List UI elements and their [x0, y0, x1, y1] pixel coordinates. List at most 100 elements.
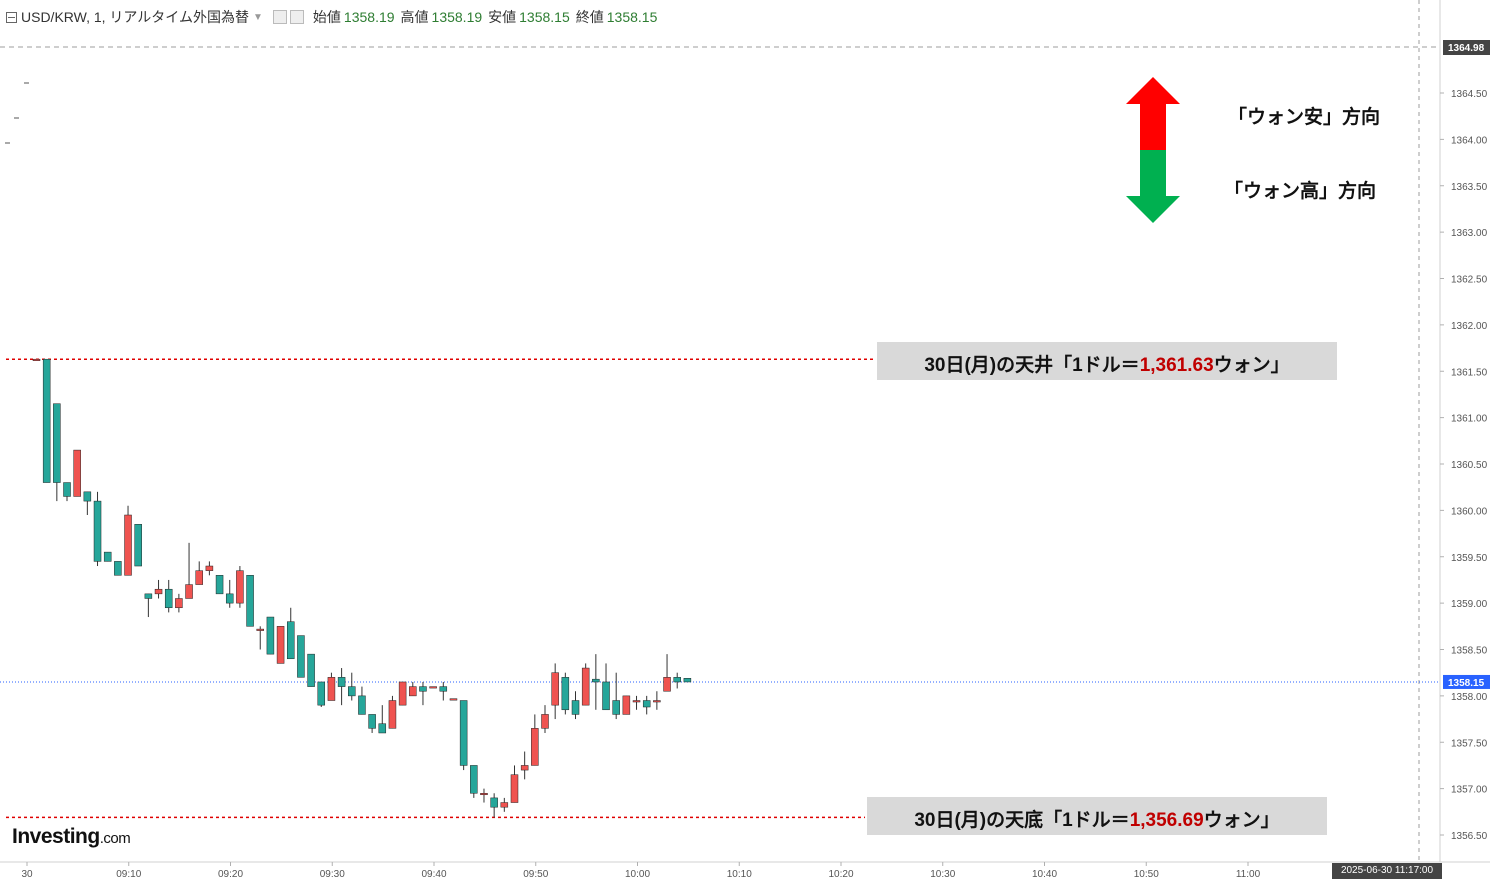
close-value: 1358.15 — [606, 9, 658, 25]
candle — [73, 449, 81, 497]
candle — [215, 575, 224, 595]
y-tick-label: 1364.00 — [1451, 135, 1488, 146]
candle-body — [581, 667, 590, 706]
y-tick-label: 1361.50 — [1451, 367, 1488, 378]
collapse-icon[interactable] — [6, 11, 17, 23]
candle-body — [144, 593, 153, 599]
direction-arrows — [1126, 77, 1180, 223]
candle — [236, 566, 244, 608]
candle — [429, 686, 437, 689]
candle — [83, 491, 92, 516]
candle-body — [531, 728, 539, 766]
x-tick-label: 10:30 — [930, 869, 955, 879]
eye-icon[interactable] — [272, 10, 287, 24]
candles — [32, 358, 692, 818]
candle-body — [520, 765, 529, 771]
candle — [317, 681, 326, 708]
settings-icon[interactable] — [289, 10, 304, 24]
x-tick-label: 09:30 — [320, 869, 345, 879]
candle-body — [236, 570, 244, 604]
x-tick-label: 09:10 — [116, 869, 141, 879]
candle — [470, 765, 478, 798]
candle-body — [612, 700, 620, 715]
candle-body — [551, 672, 559, 706]
candle-body — [663, 677, 671, 692]
candle — [337, 668, 346, 706]
candle — [185, 542, 193, 599]
candle-body — [388, 700, 397, 729]
candle — [348, 672, 356, 701]
candle-body — [632, 700, 641, 703]
candle — [164, 579, 173, 613]
candle — [154, 579, 163, 599]
candle-body — [134, 524, 142, 567]
y-tick-label: 1359.00 — [1451, 599, 1488, 610]
x-tick-label: 09:20 — [218, 869, 243, 879]
candle-body — [256, 628, 264, 631]
candle-body — [429, 686, 437, 689]
x-tick-label: 10:50 — [1134, 869, 1159, 879]
candle-body — [246, 575, 254, 627]
ceiling-prefix: 30日(月)の天井「1ドル＝ — [924, 355, 1140, 376]
candle — [439, 681, 448, 701]
candle-body — [327, 677, 336, 701]
candle-body — [409, 686, 417, 697]
candle — [520, 751, 529, 780]
chevron-down-icon[interactable]: ▼ — [253, 11, 263, 23]
candle — [622, 695, 631, 715]
high-label: 高値 — [400, 9, 429, 25]
candle — [42, 358, 51, 483]
candle-body — [215, 575, 224, 595]
candle — [592, 654, 600, 710]
candle-body — [42, 358, 51, 483]
candle — [449, 698, 458, 701]
candle-body — [358, 695, 366, 715]
candle — [134, 524, 142, 567]
candle — [459, 700, 468, 771]
candle-body — [225, 593, 234, 604]
candle — [480, 788, 488, 803]
y-tick-label: 1363.00 — [1451, 228, 1488, 239]
candle-body — [642, 700, 651, 708]
candle-body — [266, 616, 275, 655]
candle — [124, 505, 132, 576]
y-tick-label: 1356.50 — [1451, 831, 1488, 842]
candle-body — [73, 449, 81, 497]
x-tick-label: 09:40 — [421, 869, 446, 879]
candle — [419, 681, 427, 706]
candle — [642, 695, 651, 715]
candle-body — [602, 681, 610, 711]
strong-won-label: 「ウォン高」方向 — [1224, 181, 1377, 202]
candle-body — [571, 700, 580, 715]
x-tick-label: 10:40 — [1032, 869, 1057, 879]
dashed-level-value: 1364.98 — [1448, 43, 1485, 54]
candle-body — [103, 551, 112, 562]
candle-body — [83, 491, 92, 502]
candle-body — [114, 561, 122, 576]
candle-body — [348, 686, 356, 697]
candle — [297, 635, 305, 678]
candle — [510, 765, 519, 803]
candle — [307, 653, 315, 687]
candle-body — [154, 588, 163, 595]
candle-body — [164, 588, 173, 609]
candle-body — [368, 714, 376, 729]
candle — [541, 705, 549, 733]
x-tick-label: 30 — [21, 869, 33, 879]
symbol-title: USD/KRW, 1, リアルタイム外国為替 — [21, 9, 250, 25]
candle — [266, 616, 275, 655]
candle — [581, 663, 590, 706]
last-price-tag — [1443, 674, 1490, 689]
candle — [673, 672, 681, 689]
floor-prefix: 30日(月)の天底「1ドル＝ — [914, 810, 1130, 831]
open-value: 1358.19 — [343, 9, 395, 25]
candle-body — [195, 570, 203, 585]
candle — [632, 695, 641, 710]
y-tick-label: 1357.50 — [1451, 738, 1488, 749]
high-value: 1358.19 — [431, 9, 483, 25]
y-tick-label: 1357.00 — [1451, 785, 1488, 796]
ceiling-annotation: 30日(月)の天井「1ドル＝1,361.63ウォン」 — [877, 342, 1337, 380]
candle-body — [490, 797, 498, 808]
candle-body — [653, 700, 661, 703]
